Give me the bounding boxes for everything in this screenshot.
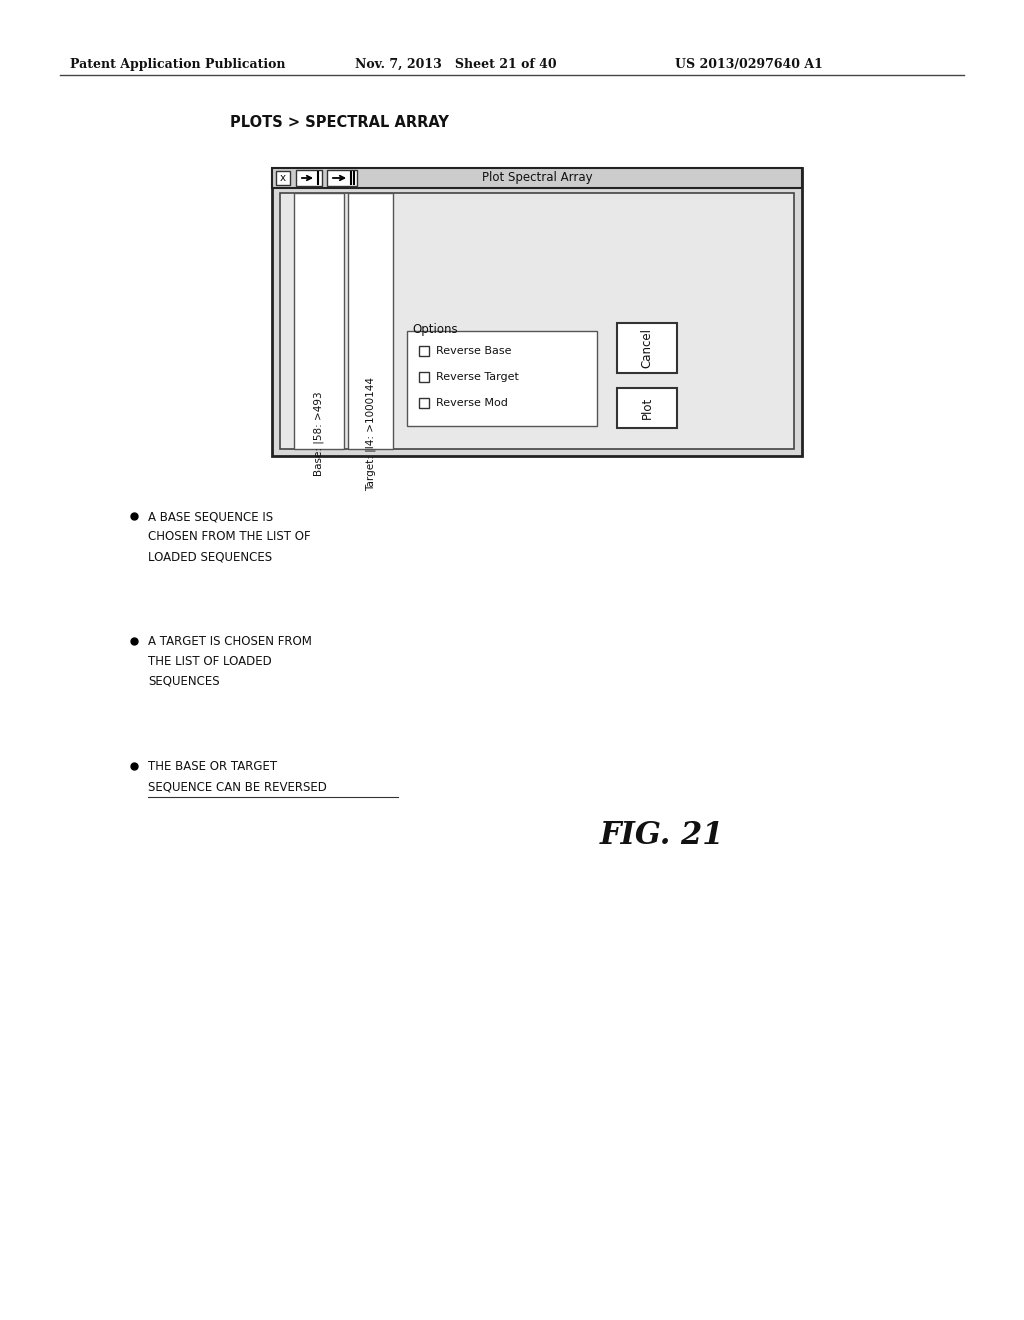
Text: Options: Options [412,323,458,337]
FancyBboxPatch shape [348,193,393,449]
Text: x: x [280,173,286,183]
Text: Reverse Base: Reverse Base [436,346,512,356]
Text: SEQUENCES: SEQUENCES [148,675,219,688]
FancyBboxPatch shape [419,346,429,356]
Text: Target: |I4: >1000144: Target: |I4: >1000144 [366,378,376,491]
Text: FIG. 21: FIG. 21 [600,820,725,851]
FancyBboxPatch shape [407,331,597,426]
Text: PLOTS > SPECTRAL ARRAY: PLOTS > SPECTRAL ARRAY [230,115,449,129]
Text: CHOSEN FROM THE LIST OF: CHOSEN FROM THE LIST OF [148,531,310,543]
FancyBboxPatch shape [617,323,677,374]
Text: Plot: Plot [640,397,653,420]
Text: LOADED SEQUENCES: LOADED SEQUENCES [148,550,272,564]
Text: A BASE SEQUENCE IS: A BASE SEQUENCE IS [148,510,273,523]
Text: Plot Spectral Array: Plot Spectral Array [481,172,592,185]
FancyBboxPatch shape [280,193,794,449]
Text: Reverse Mod: Reverse Mod [436,399,508,408]
FancyBboxPatch shape [296,170,322,186]
Text: US 2013/0297640 A1: US 2013/0297640 A1 [675,58,823,71]
FancyBboxPatch shape [272,168,802,455]
Text: Base: |58: >493: Base: |58: >493 [313,392,325,477]
FancyBboxPatch shape [272,168,802,187]
Text: Nov. 7, 2013   Sheet 21 of 40: Nov. 7, 2013 Sheet 21 of 40 [355,58,557,71]
Text: A TARGET IS CHOSEN FROM: A TARGET IS CHOSEN FROM [148,635,312,648]
Text: THE BASE OR TARGET: THE BASE OR TARGET [148,760,278,774]
Text: Patent Application Publication: Patent Application Publication [70,58,286,71]
Text: Cancel: Cancel [640,327,653,368]
Text: Reverse Target: Reverse Target [436,372,519,381]
FancyBboxPatch shape [419,372,429,381]
FancyBboxPatch shape [327,170,357,186]
Text: SEQUENCE CAN BE REVERSED: SEQUENCE CAN BE REVERSED [148,780,327,793]
FancyBboxPatch shape [617,388,677,428]
FancyBboxPatch shape [276,172,290,185]
FancyBboxPatch shape [294,193,344,449]
FancyBboxPatch shape [419,399,429,408]
Text: THE LIST OF LOADED: THE LIST OF LOADED [148,655,271,668]
